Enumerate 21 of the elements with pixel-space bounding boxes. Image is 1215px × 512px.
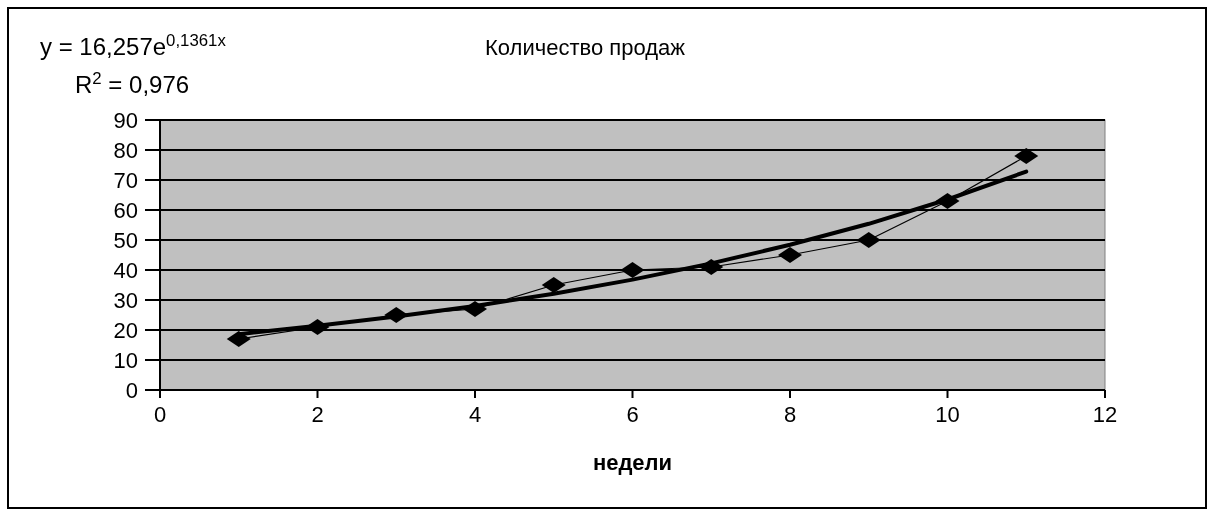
- y-tick-label: 50: [113, 227, 138, 253]
- y-tick-label: 20: [113, 317, 138, 343]
- y-tick-label: 30: [113, 287, 138, 313]
- chart-title: Количество продаж: [485, 35, 686, 60]
- y-tick-label: 60: [113, 197, 138, 223]
- x-tick-label: 6: [626, 402, 639, 427]
- x-tick-label: 8: [783, 402, 797, 427]
- y-tick-label: 80: [113, 137, 138, 163]
- y-tick-label: 10: [113, 347, 138, 373]
- y-tick-label: 70: [113, 167, 138, 193]
- x-tick-label: 4: [468, 402, 482, 427]
- x-tick-label: 2: [311, 402, 324, 427]
- y-tick-label: 0: [125, 377, 138, 403]
- x-tick-label: 12: [1092, 402, 1118, 427]
- text: R$^{2}$ = 0,976: [75, 68, 190, 98]
- x-tick-label: 10: [935, 402, 960, 427]
- y-tick-label: 40: [113, 257, 138, 283]
- x-tick-label: 0: [153, 402, 167, 427]
- x-axis-title: недели: [592, 450, 673, 475]
- text: y = 16,257e$^{0,1361x}$: [40, 30, 227, 60]
- y-tick-label: 90: [113, 107, 138, 133]
